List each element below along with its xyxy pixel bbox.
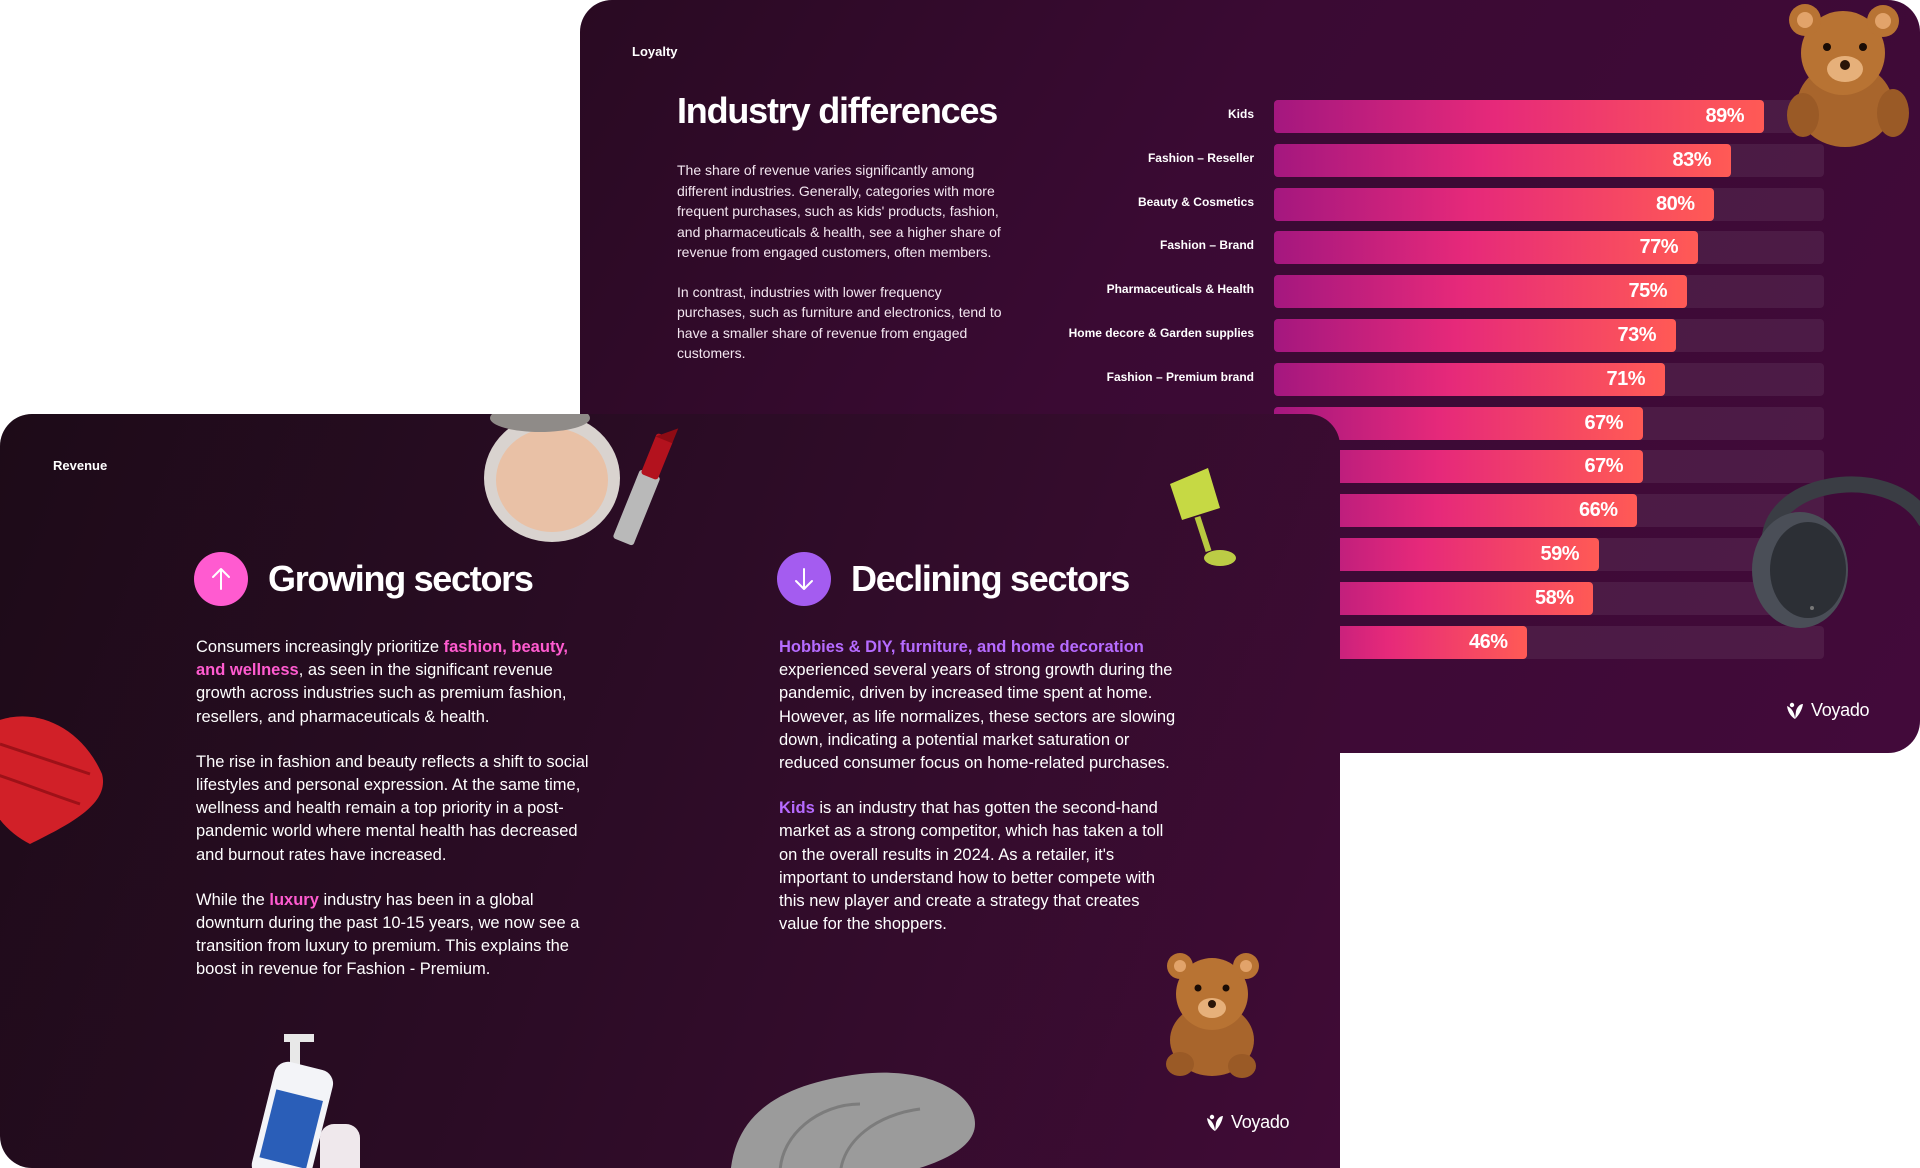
bar-value-label: 80% [1656,192,1695,215]
puffer-jacket-image [0,716,104,844]
sofa-image [731,1072,975,1168]
bar-value-label: 67% [1584,455,1624,478]
declining-sectors-body: Hobbies & DIY, furniture, and home decor… [779,636,1179,936]
growing-paragraph-3: While the luxury industry has been in a … [196,889,596,982]
bar-category-label: Home decore & Garden supplies [1068,326,1254,340]
bar-category-label: Fashion – Premium brand [1106,369,1254,384]
voyado-logo-icon [1787,702,1803,719]
text: industry has been in a global downturn d… [196,890,580,979]
arrow-down-icon [777,552,831,606]
bar [1274,143,1731,177]
intro-text: The share of revenue varies significantl… [677,160,1007,383]
growing-paragraph-2: The rise in fashion and beauty reflects … [196,752,589,864]
bar-row: Fashion – Brand 77% [580,223,1920,267]
bar [1274,319,1676,352]
voyado-logo-icon [1207,1114,1223,1131]
declining-sectors-title: Declining sectors [851,558,1130,599]
declining-paragraph-2: Kids is an industry that has gotten the … [779,797,1179,936]
declining-sectors-header: Declining sectors [777,552,1179,606]
bar-row: 59% [580,530,1920,574]
bar-category-label: Fashion – Reseller [1147,150,1254,165]
logo-text: Voyado [1811,700,1870,720]
shampoo-bottle-image [251,1034,360,1168]
highlight-text: Kids [779,799,815,818]
loyalty-slide: Loyalty Industry differences The share o… [580,0,1920,753]
headphones-image [1752,476,1920,628]
intro-paragraph-2: In contrast, industries with lower frequ… [677,283,1002,362]
bar-value-label: 89% [1705,105,1745,127]
highlight-text: luxury [269,890,319,909]
growing-sectors-header: Growing sectors [194,552,596,606]
text: While the [196,890,270,909]
growing-paragraph-1: Consumers increasingly prioritize fashio… [196,636,596,729]
arrow-up-icon [194,552,248,606]
growing-sectors-title: Growing sectors [268,558,534,599]
bar-value-label: 73% [1617,324,1657,346]
intro-paragraph-1: The share of revenue varies significantl… [677,162,1001,260]
logo-text: Voyado [1231,1112,1290,1132]
bar-value-label: 58% [1535,586,1574,609]
revenue-slide: Revenue Growing sectors Consumers increa… [0,414,1340,1168]
compact-powder-image [484,414,620,542]
bar-value-label: 59% [1540,543,1580,565]
bar [1274,231,1698,265]
bar-value-label: 67% [1584,411,1624,434]
bar-row: Kids 89% [580,92,1920,136]
bar-category-label: Kids [1227,107,1254,121]
bar-value-label: 75% [1628,280,1668,303]
text: , as seen in the significant revenue gro… [196,661,567,726]
industry-bar-chart: Kids 89% Fashion – Reseller 83% Beauty & Cos… [580,0,1920,753]
bar-category-label: Beauty & Cosmetics [1137,194,1254,209]
section-label: Revenue [53,458,108,473]
section-label: Loyalty [632,44,678,59]
bar [1274,275,1687,309]
lipstick-image [613,428,679,546]
bar-value-label: 77% [1639,236,1679,259]
growing-sectors-body: Consumers increasingly prioritize fashio… [196,636,596,982]
teddy-bear-image [1787,4,1909,147]
bar-row: Fashion – Reseller 83% [580,136,1920,180]
bar [1274,187,1714,221]
text: is an industry that has gotten the secon… [779,799,1164,934]
bar-row: Home decore & Garden supplies 73% [580,311,1920,355]
highlight-text: Hobbies & DIY, furniture, and home decor… [779,638,1144,656]
bar [1274,362,1665,396]
voyado-logo: Voyado [1205,1112,1290,1133]
slide-title: Industry differences [677,90,998,131]
bar-value-label: 71% [1606,367,1646,390]
growing-sectors-column: Growing sectors Consumers increasingly p… [194,552,596,1004]
bar-row: Beauty & Cosmetics 80% [580,180,1920,224]
bar-value-label: 83% [1672,148,1712,171]
bar-row: Pharmaceuticals & Health 75% [580,267,1920,311]
text: Consumers increasingly prioritize [196,638,444,656]
bar-row: Fashion – Premium brand 71% [580,355,1920,399]
declining-paragraph-1: Hobbies & DIY, furniture, and home decor… [779,636,1179,775]
declining-sectors-column: Declining sectors Hobbies & DIY, furnitu… [777,552,1179,958]
bar-value-label: 66% [1579,499,1618,522]
voyado-logo: Voyado [1785,700,1870,721]
bar [1274,100,1764,133]
bar-category-label: Pharmaceuticals & Health [1106,282,1254,297]
text: experienced several years of strong grow… [779,661,1176,773]
bar-value-label: 46% [1469,630,1508,653]
bar-category-label: Fashion – Brand [1159,238,1254,253]
teddy-bear-image [1166,953,1259,1078]
lamp-image [1170,468,1236,566]
highlight-text: fashion, beauty, and wellness [196,638,568,680]
